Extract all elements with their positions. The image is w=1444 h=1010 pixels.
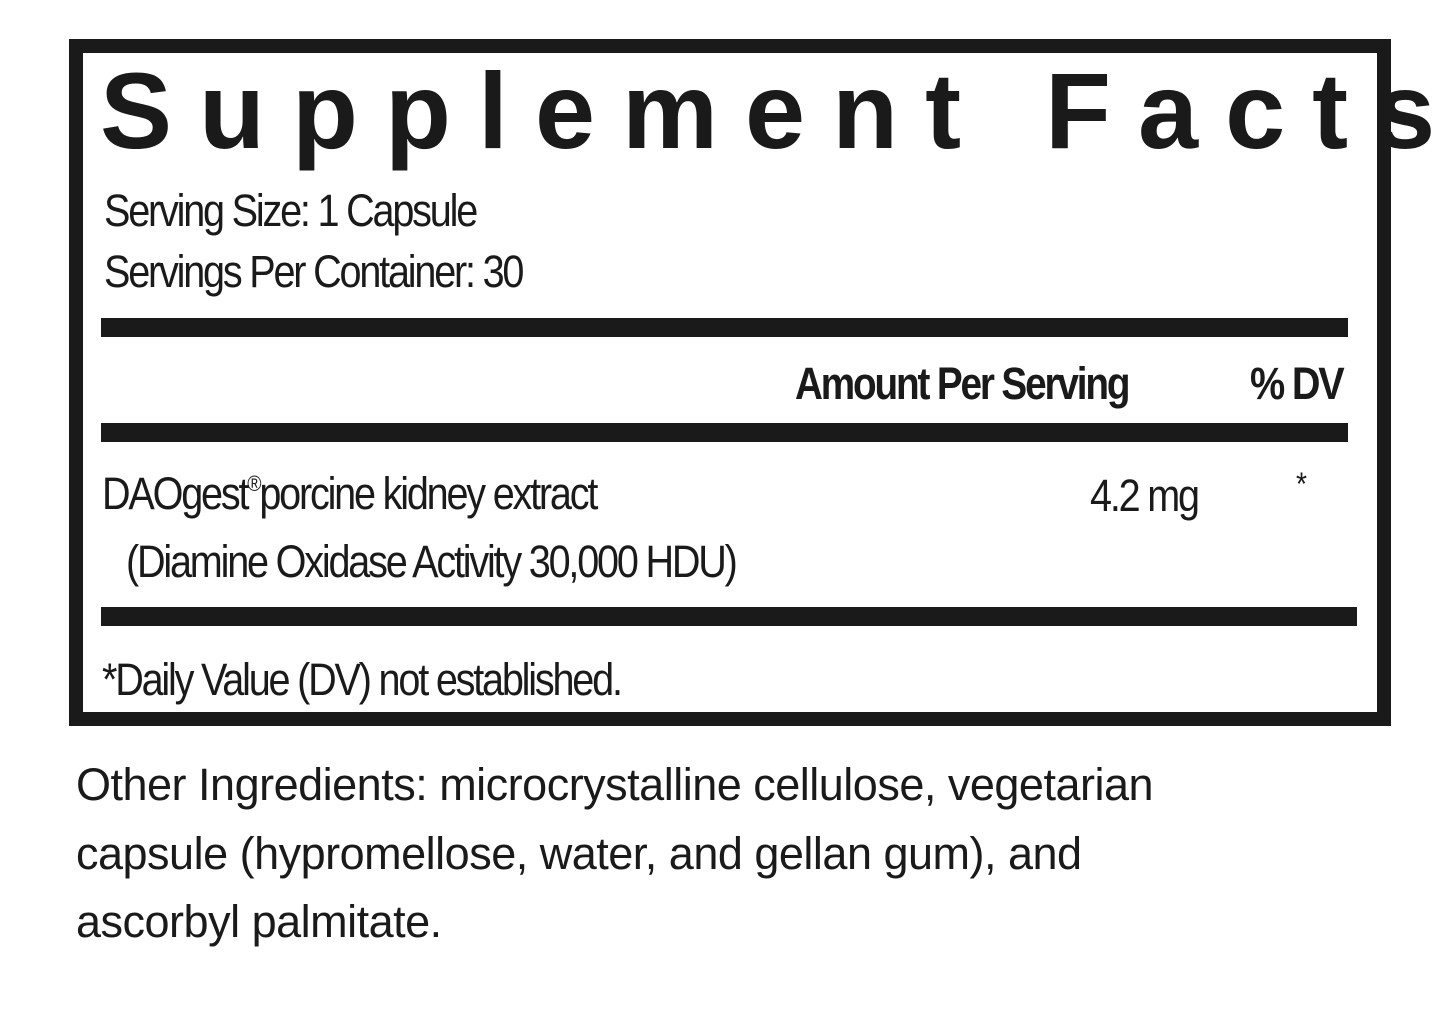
- divider-thick: [101, 607, 1357, 626]
- ingredient-dv: *: [1296, 466, 1307, 502]
- other-ingredients-line: capsule (hypromellose, water, and gellan…: [76, 828, 1082, 879]
- divider-thick: [101, 423, 1348, 442]
- servings-per-container: Servings Per Container: 30: [104, 246, 524, 297]
- footnote: *Daily Value (DV) not established.: [102, 654, 623, 705]
- serving-size: Serving Size: 1 Capsule: [104, 185, 478, 236]
- dv-header: % DV: [1250, 358, 1345, 409]
- supplement-facts-panel: [69, 39, 1391, 726]
- ingredient-amount: 4.2 mg: [1090, 470, 1200, 521]
- panel-title: Supplement Facts: [100, 50, 1444, 171]
- ingredient-row: DAOgest®porcine kidney extract: [102, 471, 664, 516]
- ingredient-detail: (Diamine Oxidase Activity 30,000 HDU): [126, 536, 738, 587]
- amount-per-serving-header: Amount Per Serving: [795, 358, 1130, 409]
- other-ingredients-line: Other Ingredients: microcrystalline cell…: [76, 759, 1154, 810]
- other-ingredients-line: ascorbyl palmitate.: [76, 896, 442, 947]
- ingredient-name: DAOgest®porcine kidney extract: [102, 468, 598, 519]
- divider-thick: [101, 318, 1348, 337]
